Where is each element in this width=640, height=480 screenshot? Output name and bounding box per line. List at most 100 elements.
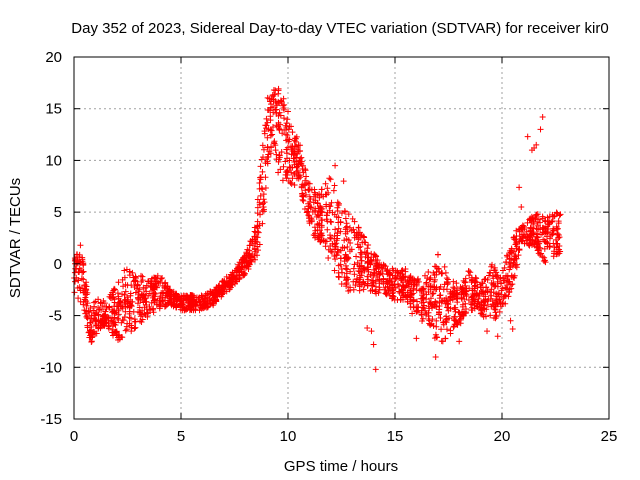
data-point [255, 229, 262, 236]
data-point [148, 299, 155, 306]
data-point [443, 326, 450, 333]
data-point [351, 271, 358, 278]
data-point [513, 243, 520, 250]
data-point [423, 279, 430, 286]
data-point [472, 274, 479, 281]
data-point [153, 301, 160, 308]
grid-lines [74, 57, 609, 419]
data-point [286, 157, 293, 164]
data-point [131, 318, 138, 325]
data-point [504, 272, 511, 279]
data-point [322, 180, 329, 187]
data-point [437, 283, 444, 290]
data-point [534, 211, 541, 218]
data-point [436, 268, 443, 275]
data-point [140, 299, 147, 306]
data-point [276, 152, 283, 159]
data-point [439, 338, 446, 345]
data-point [259, 142, 266, 149]
data-point [379, 265, 386, 272]
data-point [554, 210, 561, 217]
data-point [93, 330, 100, 337]
data-point [266, 148, 273, 155]
data-point [294, 150, 301, 157]
data-point [383, 278, 390, 285]
data-point [255, 247, 262, 254]
data-point [254, 223, 261, 230]
data-point [277, 98, 284, 105]
data-points [71, 85, 564, 373]
data-point [347, 284, 354, 291]
data-point [118, 291, 125, 298]
data-point [500, 267, 507, 274]
data-point [502, 292, 509, 299]
data-point [162, 303, 169, 310]
data-point [131, 283, 138, 290]
data-point [537, 219, 544, 226]
data-point [444, 304, 451, 311]
data-point [539, 213, 546, 220]
data-point [344, 254, 351, 261]
data-point [276, 109, 283, 116]
data-point [149, 294, 156, 301]
data-point [454, 299, 461, 306]
data-point [511, 256, 518, 263]
data-point [92, 310, 99, 317]
data-point [98, 307, 105, 314]
data-point [351, 234, 358, 241]
data-point [229, 269, 236, 276]
data-point [407, 296, 414, 303]
data-point [277, 166, 284, 173]
data-point [537, 226, 544, 233]
data-point [376, 276, 383, 283]
data-point [234, 268, 241, 275]
data-point [317, 231, 324, 238]
data-point [150, 284, 157, 291]
data-point [334, 230, 341, 237]
data-point [430, 322, 437, 329]
data-point [487, 269, 494, 276]
data-point [429, 290, 436, 297]
data-point [130, 274, 137, 281]
data-point [419, 285, 426, 292]
data-point [407, 287, 414, 294]
data-point [337, 261, 344, 268]
data-point [295, 161, 302, 168]
data-point [118, 303, 125, 310]
data-point [242, 258, 249, 265]
data-point [535, 222, 542, 229]
data-point [550, 213, 557, 220]
y-tick-label: -5 [49, 308, 62, 325]
data-point [280, 163, 287, 170]
data-point [355, 244, 362, 251]
data-point [158, 290, 165, 297]
data-point [511, 274, 518, 281]
data-point [123, 326, 130, 333]
data-point [121, 291, 128, 298]
data-point [388, 282, 395, 289]
data-point [127, 292, 134, 299]
data-point [447, 293, 454, 300]
data-point [310, 199, 317, 206]
x-tick-label: 25 [601, 428, 618, 445]
data-point [117, 298, 124, 305]
data-point [268, 104, 275, 111]
data-point [351, 261, 358, 268]
data-point [305, 212, 312, 219]
data-point [150, 305, 157, 312]
data-point [174, 296, 181, 303]
data-point [282, 171, 289, 178]
data-point [517, 235, 524, 242]
data-point [207, 297, 214, 304]
data-point [548, 218, 555, 225]
data-point [459, 312, 466, 319]
data-point [444, 279, 451, 286]
data-point [507, 317, 514, 324]
data-point [260, 196, 267, 203]
data-point [179, 307, 186, 314]
data-point [334, 248, 341, 255]
data-point [357, 243, 364, 250]
data-point [410, 290, 417, 297]
data-point [344, 223, 351, 230]
data-point [537, 245, 544, 252]
